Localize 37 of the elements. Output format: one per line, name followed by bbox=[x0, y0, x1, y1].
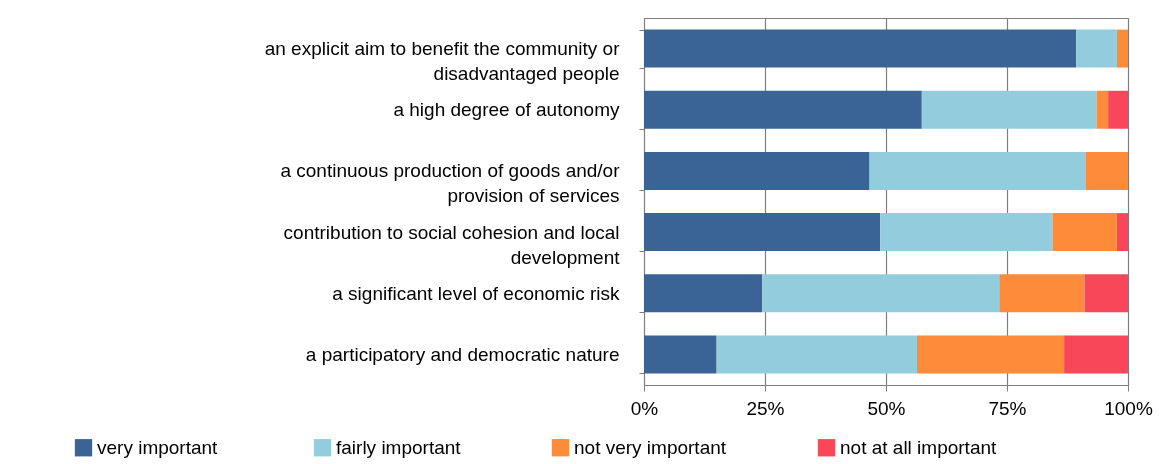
bar bbox=[1052, 213, 1117, 252]
y-tick-label: a continuous production of goods and/or provision of services bbox=[280, 160, 621, 207]
legend-label: very important bbox=[97, 436, 219, 458]
bar bbox=[716, 335, 917, 374]
x-tick-label: 100% bbox=[1104, 397, 1153, 419]
bar bbox=[916, 335, 1065, 374]
y-tick-label: contribution to social cohesion and local development bbox=[283, 221, 621, 268]
bar bbox=[921, 90, 1097, 129]
bar bbox=[644, 274, 763, 313]
bar bbox=[762, 274, 1000, 313]
legend-label: fairly important bbox=[336, 436, 462, 458]
bar bbox=[644, 335, 717, 374]
y-tick-label: a participatory and democratic nature bbox=[305, 343, 620, 365]
y-tick-label: a significant level of economic risk bbox=[332, 282, 620, 304]
x-tick-label: 0% bbox=[630, 397, 659, 419]
bar bbox=[1076, 29, 1117, 68]
y-tick-label: a high degree of autonomy bbox=[393, 99, 620, 121]
bar bbox=[1096, 90, 1109, 129]
bar bbox=[1085, 151, 1128, 190]
bar bbox=[644, 29, 1077, 68]
x-tick-label: 75% bbox=[988, 397, 1027, 419]
x-tick-label: 25% bbox=[746, 397, 785, 419]
bar bbox=[1064, 335, 1128, 374]
legend-label: not very important bbox=[574, 436, 727, 458]
bar bbox=[644, 213, 881, 252]
bar bbox=[644, 151, 870, 190]
bar bbox=[869, 151, 1086, 190]
bar bbox=[1116, 213, 1128, 252]
x-tick-label: 50% bbox=[867, 397, 906, 419]
bar bbox=[1108, 90, 1128, 129]
bar bbox=[999, 274, 1085, 313]
bar bbox=[1084, 274, 1128, 313]
legend-label: not at all important bbox=[840, 436, 998, 458]
bar bbox=[644, 90, 922, 129]
bar bbox=[880, 213, 1053, 252]
y-tick-label: an explicit aim to benefit the community or disadvantaged people bbox=[264, 38, 621, 85]
bar bbox=[1116, 29, 1128, 68]
